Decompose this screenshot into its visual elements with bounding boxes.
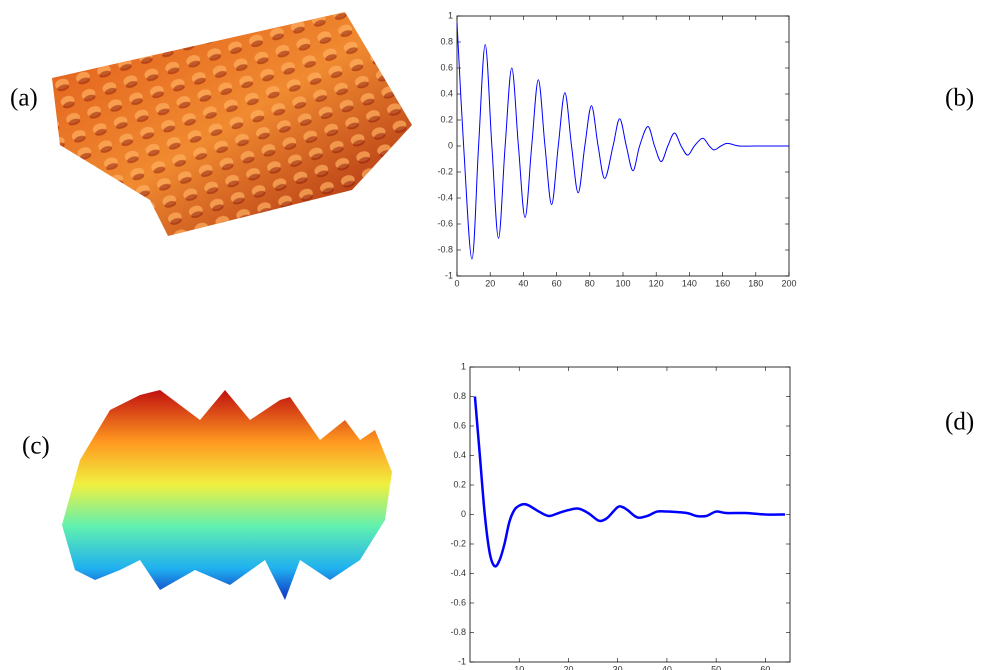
y-tick-label: -0.8 — [437, 244, 453, 254]
y-tick-label: -0.8 — [450, 627, 466, 637]
y-tick-label: 0.8 — [440, 36, 453, 46]
panel-label: (d) — [945, 409, 974, 436]
y-tick-label: 0 — [448, 140, 453, 150]
x-tick-label: 200 — [781, 278, 796, 288]
x-tick-label: 100 — [615, 278, 630, 288]
y-tick-label: -1 — [445, 270, 453, 280]
y-tick-label: 1 — [448, 10, 453, 20]
x-tick-label: 120 — [649, 278, 664, 288]
plot-frame — [470, 367, 790, 662]
figure: (a) (b) (c) (d) -1 -0.8 -0.6 -0.4 -0.2 0 0.2 0.4 0.6… — [0, 0, 1003, 670]
panel-label: (b) — [945, 85, 974, 112]
x-tick-label: 20 — [485, 278, 495, 288]
x-tick-label: 50 — [711, 664, 721, 670]
y-tick-label: -0.2 — [437, 166, 453, 176]
surface-a — [52, 12, 412, 236]
x-tick-label: 10 — [514, 664, 524, 670]
x-tick-label: 140 — [682, 278, 697, 288]
x-tick-label: 0 — [454, 278, 459, 288]
y-tick-label: 0.8 — [453, 391, 466, 401]
y-tick-label: 0.4 — [440, 88, 453, 98]
y-tick-label: -0.6 — [437, 218, 453, 228]
data-line — [457, 23, 789, 260]
y-tick-label: -0.4 — [450, 568, 466, 578]
surface-c — [62, 390, 392, 600]
data-line — [475, 397, 785, 567]
y-tick-label: 0.6 — [453, 420, 466, 430]
y-tick-label: 0.2 — [453, 479, 466, 489]
x-tick-label: 30 — [613, 664, 623, 670]
y-tick-label: -0.6 — [450, 597, 466, 607]
x-tick-label: 60 — [552, 278, 562, 288]
x-tick-label: 160 — [715, 278, 730, 288]
x-tick-label: 40 — [518, 278, 528, 288]
x-tick-label: 80 — [585, 278, 595, 288]
x-tick-label: 20 — [563, 664, 573, 670]
y-tick-label: 0.2 — [440, 114, 453, 124]
x-tick-label: 180 — [748, 278, 763, 288]
y-tick-label: 0 — [461, 509, 466, 519]
x-tick-label: 60 — [760, 664, 770, 670]
panel-label: (a) — [10, 85, 38, 112]
y-tick-label: -0.2 — [450, 538, 466, 548]
panel-label: (c) — [22, 433, 50, 460]
y-tick-label: 0.6 — [440, 62, 453, 72]
y-tick-label: -1 — [458, 656, 466, 666]
y-tick-label: 1 — [461, 361, 466, 371]
y-tick-label: 0.4 — [453, 450, 466, 460]
y-tick-label: -0.4 — [437, 192, 453, 202]
x-tick-label: 40 — [662, 664, 672, 670]
